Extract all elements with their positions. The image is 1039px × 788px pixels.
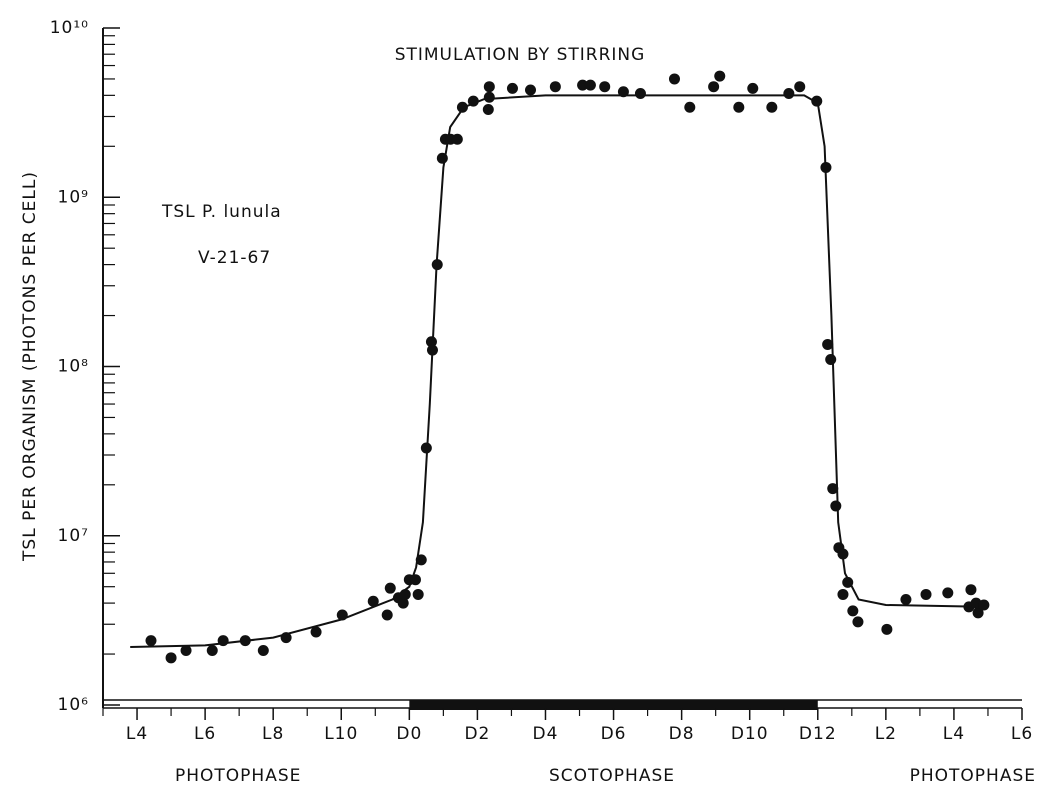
data-point: [900, 594, 912, 606]
data-point: [431, 259, 443, 271]
data-point: [451, 133, 463, 145]
data-point: [599, 81, 611, 93]
y-tick-label: 10⁷: [58, 526, 89, 546]
data-point: [837, 588, 849, 600]
data-point: [668, 73, 680, 85]
data-point: [584, 79, 596, 91]
y-tick-label: 10⁶: [58, 695, 89, 715]
data-point: [820, 161, 832, 173]
data-point: [310, 626, 322, 638]
data-point: [549, 81, 561, 93]
data-point: [714, 70, 726, 82]
phase-label: PHOTOPHASE: [175, 766, 301, 786]
data-point: [617, 86, 629, 98]
x-tick-label: L6: [194, 724, 216, 744]
data-point: [467, 95, 479, 107]
data-point: [978, 599, 990, 611]
data-point: [794, 81, 806, 93]
data-point: [747, 82, 759, 94]
data-point: [145, 635, 157, 647]
data-point: [842, 576, 854, 588]
data-point: [852, 616, 864, 628]
x-tick-label: L4: [126, 724, 148, 744]
data-point: [397, 597, 409, 609]
data-point: [506, 82, 518, 94]
data-point: [412, 588, 424, 600]
chart-title: STIMULATION BY STIRRING: [395, 45, 646, 65]
data-point: [972, 607, 984, 619]
data-point: [483, 81, 495, 93]
data-point: [381, 609, 393, 621]
data-point: [847, 605, 859, 617]
data-point: [425, 336, 437, 348]
x-tick-label: L2: [875, 724, 897, 744]
data-point: [783, 88, 795, 100]
data-point: [525, 84, 537, 96]
data-point: [415, 554, 427, 566]
y-tick-label: 10¹⁰: [50, 18, 89, 38]
data-point: [634, 88, 646, 100]
data-point: [825, 353, 837, 365]
x-tick-label: D10: [731, 724, 769, 744]
data-point: [965, 584, 977, 596]
x-tick-label: L10: [324, 724, 358, 744]
data-point: [830, 500, 842, 512]
data-point: [822, 338, 834, 350]
y-axis-label: TSL PER ORGANISM (PHOTONS PER CELL): [20, 171, 40, 562]
data-point: [482, 103, 494, 115]
x-tick-label: L4: [943, 724, 965, 744]
data-point: [280, 632, 292, 644]
x-tick-label: D6: [601, 724, 627, 744]
x-tick-label: D8: [669, 724, 695, 744]
data-point: [766, 101, 778, 113]
data-point: [733, 101, 745, 113]
y-tick-label: 10⁹: [58, 187, 89, 207]
data-point: [684, 101, 696, 113]
annotation: V-21-67: [198, 248, 271, 268]
data-point: [239, 635, 251, 647]
fit-curve: [130, 94, 989, 648]
phase-label: PHOTOPHASE: [910, 766, 1036, 786]
data-point: [409, 574, 421, 586]
x-tick-label: D12: [799, 724, 837, 744]
data-point: [811, 95, 823, 107]
data-point: [436, 152, 448, 164]
data-point: [708, 81, 720, 93]
data-point: [206, 644, 218, 656]
data-point: [881, 623, 893, 635]
data-point: [165, 652, 177, 664]
data-point: [577, 79, 589, 91]
x-tick-label: D0: [396, 724, 422, 744]
data-point: [367, 595, 379, 607]
data-point: [426, 344, 438, 356]
data-point: [827, 483, 839, 495]
dark-period-bar: [409, 700, 818, 710]
data-point: [420, 442, 432, 454]
data-point: [483, 91, 495, 103]
data-point: [257, 644, 269, 656]
data-point: [399, 588, 411, 600]
y-tick-label: 10⁸: [58, 357, 89, 377]
data-point: [456, 101, 468, 113]
x-tick-label: L6: [1011, 724, 1033, 744]
x-tick-label: D2: [464, 724, 490, 744]
data-point: [180, 644, 192, 656]
phase-label: SCOTOPHASE: [549, 766, 675, 786]
data-point: [942, 587, 954, 599]
data-point: [837, 548, 849, 560]
data-point: [920, 588, 932, 600]
annotation: TSL P. lunula: [161, 202, 282, 222]
x-tick-label: L8: [262, 724, 284, 744]
data-point: [336, 609, 348, 621]
data-point: [217, 635, 229, 647]
x-tick-label: D4: [533, 724, 559, 744]
data-point: [384, 582, 396, 594]
